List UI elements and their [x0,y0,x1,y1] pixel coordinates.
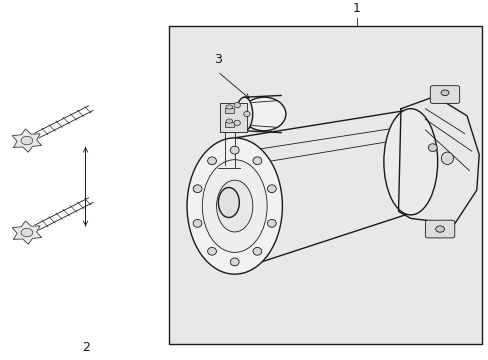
Ellipse shape [252,247,261,255]
Bar [224,108,233,113]
Ellipse shape [236,97,252,131]
Ellipse shape [435,226,444,232]
Ellipse shape [21,228,33,237]
Ellipse shape [225,119,232,123]
Text: 1: 1 [352,2,360,15]
Ellipse shape [427,144,436,152]
Polygon shape [398,96,478,224]
Ellipse shape [230,258,239,266]
Ellipse shape [230,146,239,154]
Ellipse shape [202,160,266,252]
Ellipse shape [440,90,448,96]
Ellipse shape [242,97,285,131]
Ellipse shape [243,111,249,117]
Ellipse shape [207,247,216,255]
Bar [220,103,246,132]
Ellipse shape [233,103,240,108]
Ellipse shape [193,220,202,227]
Ellipse shape [21,136,33,145]
Ellipse shape [252,157,261,165]
Ellipse shape [440,152,452,165]
Ellipse shape [267,220,276,227]
Ellipse shape [225,105,232,109]
Ellipse shape [383,109,437,215]
Ellipse shape [267,185,276,193]
Ellipse shape [186,138,282,274]
Ellipse shape [216,180,252,232]
Text: 3: 3 [213,53,221,66]
Ellipse shape [207,157,216,165]
Text: 2: 2 [81,341,89,354]
Polygon shape [12,129,41,152]
Ellipse shape [193,185,202,193]
FancyBboxPatch shape [425,220,454,238]
Bar [224,122,233,127]
Bar [168,26,481,344]
Ellipse shape [233,120,240,126]
Ellipse shape [218,188,239,217]
Polygon shape [12,221,41,244]
FancyBboxPatch shape [429,86,459,103]
